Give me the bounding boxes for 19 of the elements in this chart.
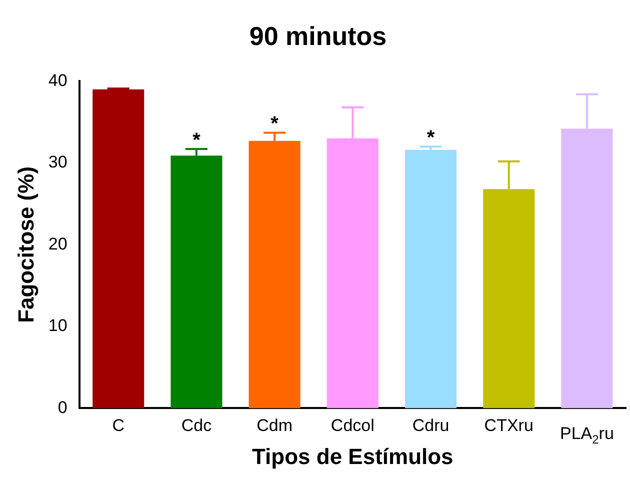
x-axis-title: Tipos de Estímulos	[252, 444, 454, 469]
annotation: *	[270, 113, 279, 136]
chart-title: 90 minutos	[249, 20, 387, 51]
y-tick-label: 20	[48, 234, 68, 254]
annotation: *	[192, 130, 201, 152]
y-tick-label: 30	[48, 152, 68, 172]
x-tick-label: Cdm	[256, 416, 293, 436]
x-tick-label: CTXru	[484, 416, 534, 436]
y-tick-label: 40	[48, 70, 68, 90]
y-tick-label: 0	[58, 398, 68, 417]
x-tick-label: Cdcol	[330, 416, 374, 436]
bar	[92, 89, 144, 408]
x-tick-label: C	[112, 416, 124, 436]
bar	[404, 150, 457, 408]
annotation: *	[426, 127, 435, 150]
x-tick-label: Cdru	[412, 416, 450, 436]
y-tick-label: 10	[48, 316, 68, 336]
y-axis-title: Fagocitose (%)	[13, 166, 38, 323]
x-tick-label: Cdc	[181, 416, 212, 436]
